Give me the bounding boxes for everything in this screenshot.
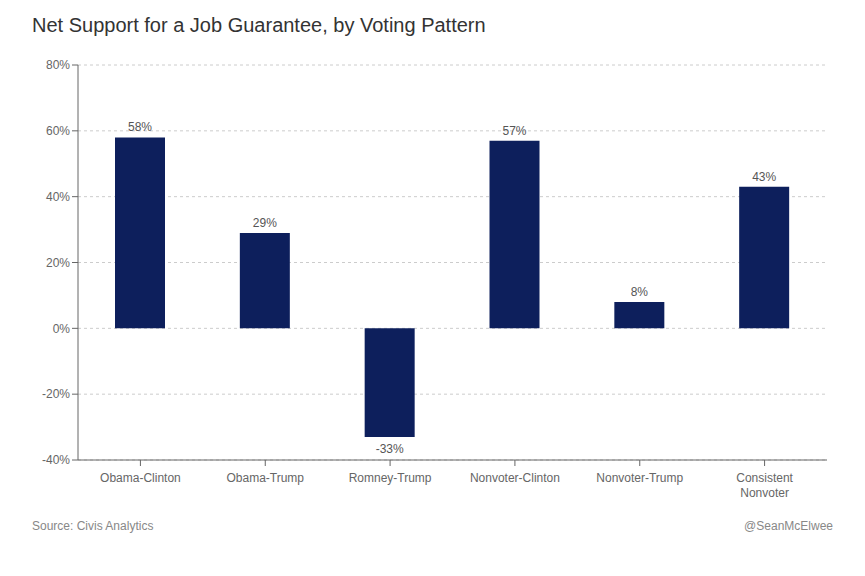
html-text:Source: Civis Analytics: Source: Civis Analytics [32, 519, 154, 533]
svg-text:-40%: -40% [42, 453, 70, 467]
svg-text:Obama-Trump: Obama-Trump [226, 471, 304, 485]
svg-text:20%: 20% [46, 256, 70, 270]
svg-text:40%: 40% [46, 190, 70, 204]
svg-text:Nonvoter-Clinton: Nonvoter-Clinton [470, 471, 560, 485]
svg-text:80%: 80% [46, 58, 70, 72]
svg-text:-20%: -20% [42, 387, 70, 401]
svg-text:60%: 60% [46, 124, 70, 138]
svg-text:ConsistentNonvoter: ConsistentNonvoter [736, 471, 793, 500]
svg-text:0%: 0% [53, 322, 71, 336]
svg-text:Romney-Trump: Romney-Trump [349, 471, 432, 485]
svg-text:8%: 8% [631, 285, 649, 299]
svg-text:Obama-Clinton: Obama-Clinton [100, 471, 181, 485]
svg-text:Nonvoter-Trump: Nonvoter-Trump [596, 471, 683, 485]
svg-text:-33%: -33% [376, 442, 404, 456]
html-text:Net Support for a Job Guarante: Net Support for a Job Guarantee, by Voti… [32, 14, 486, 36]
svg-text:43%: 43% [752, 170, 776, 184]
html-text:@SeanMcElwee: @SeanMcElwee [744, 519, 833, 533]
svg-text:29%: 29% [253, 216, 277, 230]
svg-text:58%: 58% [128, 120, 152, 134]
svg-text:57%: 57% [502, 124, 526, 138]
